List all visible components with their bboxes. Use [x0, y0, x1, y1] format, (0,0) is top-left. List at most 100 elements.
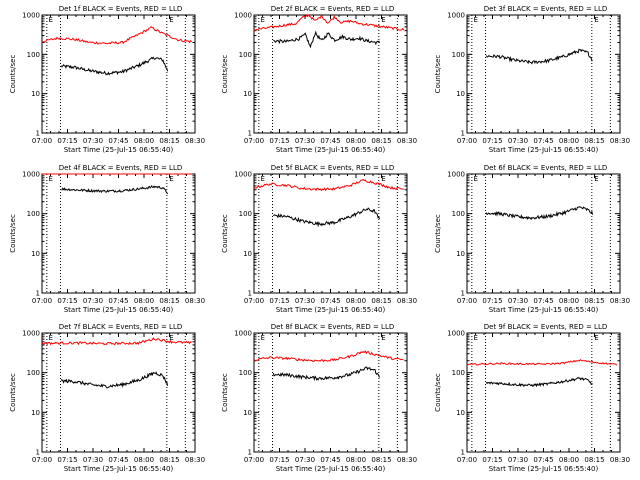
x-tick-label: 07:45 [533, 137, 553, 145]
x-tick-label: 07:00 [457, 297, 477, 305]
x-tick-label: 07:30 [83, 137, 103, 145]
x-tick-label: 07:00 [244, 137, 264, 145]
x-axis-label: Start Time (25-Jul-15 06:55:40) [489, 146, 599, 154]
y-tick-label: 1000 [447, 330, 465, 338]
x-tick-label: 08:30 [610, 297, 630, 305]
x-tick-label: 07:15 [269, 137, 289, 145]
y-axis-label: Counts/sec [9, 55, 17, 94]
y-tick-label: 100 [452, 369, 465, 377]
y-axis-label: Counts/sec [434, 214, 442, 253]
y-axis-label: Counts/sec [221, 373, 229, 412]
plot-frame [253, 332, 408, 453]
y-tick-label: 1000 [447, 171, 465, 179]
panel-title: Det 6f BLACK = Events, RED = LLD [484, 164, 607, 172]
x-tick-label: 07:45 [533, 456, 553, 464]
y-tick-label: 1 [248, 130, 252, 138]
panel-title: Det 4f BLACK = Events, RED = LLD [59, 164, 182, 172]
plot-frame [466, 173, 621, 294]
plot-frame [41, 332, 196, 453]
event-rate-series [60, 56, 169, 76]
x-tick-label: 07:45 [108, 297, 128, 305]
panel-6: Det 6f BLACK = Events, RED = LLD 1 10 100 10… [434, 164, 630, 314]
y-tick-label: 1000 [22, 171, 40, 179]
y-tick-label: 100 [239, 369, 252, 377]
x-tick-label: 07:30 [295, 137, 315, 145]
x-axis-label: Start Time (25-Jul-15 06:55:40) [276, 465, 386, 473]
y-tick-label: 1 [461, 449, 465, 457]
x-tick-label: 08:15 [371, 137, 391, 145]
x-tick-label: 07:00 [32, 137, 52, 145]
panel-5: Det 5f BLACK = Events, RED = LLD 1 10 100 10… [221, 164, 417, 314]
interval-marker-label: E [48, 334, 52, 342]
plot-frame [466, 14, 621, 134]
x-tick-label: 07:45 [320, 456, 340, 464]
lld-rate-series [41, 337, 192, 346]
x-tick-label: 07:45 [533, 297, 553, 305]
x-tick-label: 08:30 [397, 297, 417, 305]
x-tick-label: 07:15 [482, 456, 502, 464]
interval-marker-label: E [169, 334, 173, 342]
x-tick-label: 07:30 [508, 137, 528, 145]
x-tick-label: 07:15 [57, 137, 77, 145]
x-tick-label: 07:30 [508, 297, 528, 305]
interval-marker-label: E [260, 16, 264, 24]
y-tick-label: 10 [456, 250, 465, 258]
y-tick-label: 100 [452, 210, 465, 218]
y-tick-label: 1000 [234, 12, 252, 20]
x-tick-label: 07:30 [83, 297, 103, 305]
event-rate-series [60, 371, 169, 389]
x-tick-label: 07:15 [482, 137, 502, 145]
y-tick-label: 1000 [234, 330, 252, 338]
x-tick-label: 07:00 [32, 456, 52, 464]
x-tick-label: 08:15 [371, 456, 391, 464]
y-tick-label: 10 [31, 409, 40, 417]
y-tick-label: 10 [456, 409, 465, 417]
x-tick-label: 07:15 [57, 297, 77, 305]
y-axis-label: Counts/sec [221, 55, 229, 94]
x-tick-label: 07:30 [83, 456, 103, 464]
x-tick-label: 07:15 [57, 456, 77, 464]
lld-rate-series [466, 359, 618, 366]
x-tick-label: 08:00 [134, 137, 154, 145]
y-tick-label: 1000 [22, 330, 40, 338]
x-tick-label: 08:30 [185, 456, 205, 464]
x-axis-label: Start Time (25-Jul-15 06:55:40) [64, 465, 174, 473]
y-tick-label: 100 [239, 210, 252, 218]
y-tick-label: 1 [36, 290, 40, 298]
plot-frame [41, 14, 196, 134]
x-tick-label: 08:00 [346, 137, 366, 145]
y-tick-label: 100 [27, 210, 40, 218]
x-tick-label: 08:15 [584, 297, 604, 305]
panel-3: Det 3f BLACK = Events, RED = LLD 1 10 100 10… [434, 5, 630, 154]
lld-rate-series [253, 350, 404, 363]
panel-title: Det 3f BLACK = Events, RED = LLD [484, 5, 607, 13]
panel-2: Det 2f BLACK = Events, RED = LLD 1 10 100 10… [221, 5, 417, 154]
x-tick-label: 08:00 [346, 456, 366, 464]
interval-marker-label: E [48, 175, 52, 183]
panel-title: Det 1f BLACK = Events, RED = LLD [59, 5, 182, 13]
x-tick-label: 08:30 [397, 137, 417, 145]
interval-marker-label: E [169, 175, 173, 183]
x-tick-label: 08:15 [584, 456, 604, 464]
x-tick-label: 07:45 [108, 137, 128, 145]
y-axis-label: Counts/sec [9, 373, 17, 412]
x-tick-label: 07:30 [295, 456, 315, 464]
interval-marker-label: E [473, 16, 477, 24]
y-tick-label: 1 [36, 130, 40, 138]
x-tick-label: 08:00 [134, 297, 154, 305]
x-tick-label: 08:30 [610, 137, 630, 145]
y-axis-label: Counts/sec [434, 373, 442, 412]
panel-title: Det 7f BLACK = Events, RED = LLD [59, 323, 182, 331]
x-tick-label: 08:00 [559, 297, 579, 305]
x-tick-label: 07:15 [482, 297, 502, 305]
x-tick-label: 08:15 [159, 137, 179, 145]
interval-marker-label: E [381, 334, 385, 342]
event-rate-series [485, 206, 594, 221]
y-tick-label: 1 [461, 290, 465, 298]
interval-marker-label: E [381, 16, 385, 24]
x-tick-label: 07:15 [269, 456, 289, 464]
interval-marker-label: E [169, 16, 173, 24]
plot-frame [466, 332, 621, 453]
x-tick-label: 08:30 [185, 137, 205, 145]
panel-title: Det 5f BLACK = Events, RED = LLD [271, 164, 394, 172]
